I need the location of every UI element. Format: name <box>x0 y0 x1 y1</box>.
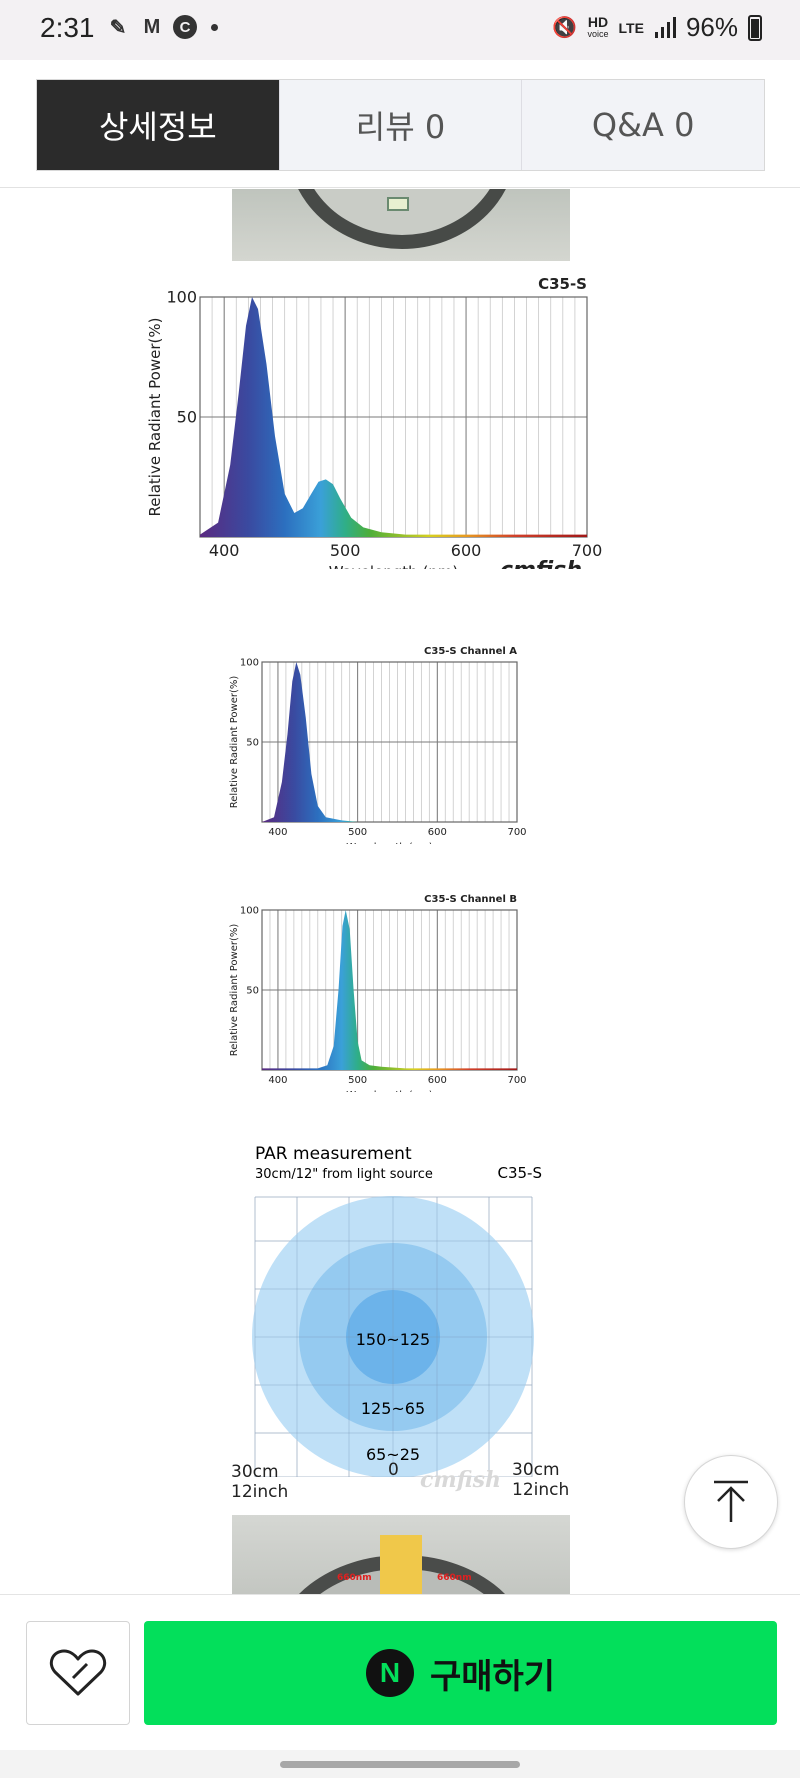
tabs: 상세정보 리뷰 0 Q&A 0 <box>36 79 765 171</box>
x-axis-label: Wavelength (nm) <box>346 1090 432 1092</box>
tab-qna[interactable]: Q&A 0 <box>521 80 765 170</box>
lte-badge: LTE <box>618 19 644 36</box>
wishlist-button[interactable] <box>26 1621 130 1725</box>
status-right: 🔇 HD voice LTE 96% <box>552 12 762 43</box>
mute-icon: 🔇 <box>552 17 577 39</box>
x-tick-label: 600 <box>451 541 482 560</box>
x-tick-label: 400 <box>209 541 240 560</box>
system-nav-bar <box>0 1750 800 1778</box>
par-measurement: PAR measurement 30cm/12" from light sour… <box>230 1137 575 1502</box>
spectrum-area <box>200 297 587 537</box>
signal-icon <box>654 16 676 38</box>
m-app-icon: M <box>143 15 161 38</box>
y-axis-label: Relative Radiant Power(%) <box>229 924 240 1057</box>
bottom-action-bar: N 구매하기 <box>0 1594 800 1750</box>
tab-bar: 상세정보 리뷰 0 Q&A 0 <box>0 60 800 188</box>
y-tick-label: 50 <box>177 408 197 427</box>
y-tick-label: 50 <box>246 738 259 749</box>
x-tick-label: 500 <box>348 1075 367 1086</box>
chart-title: C35-S <box>538 275 587 293</box>
y-tick-label: 100 <box>240 906 259 917</box>
par-zone-label-3: 65~25 <box>366 1445 420 1464</box>
par-diagram: PAR measurement 30cm/12" from light sour… <box>252 1144 543 1478</box>
edit-off-icon: ✎ <box>109 16 127 39</box>
par-subtitle: 30cm/12" from light source <box>255 1167 433 1182</box>
x-tick-label: 700 <box>507 1075 526 1086</box>
y-tick-label: 100 <box>240 658 259 669</box>
battery-icon <box>748 14 762 41</box>
status-bar: 2:31 ✎ M C 🔇 HD voice LTE 96% <box>0 0 800 60</box>
chart-title: C35-S Channel A <box>424 646 517 657</box>
x-tick-label: 600 <box>428 827 447 838</box>
tab-details[interactable]: 상세정보 <box>37 80 279 170</box>
y-tick-label: 100 <box>166 288 197 307</box>
hd-voice-badge: HD voice <box>587 13 609 39</box>
product-photo-bottom: 660nm 660nm <box>232 1515 570 1594</box>
spectrum-chart-channel-a: 400 500 600 700 50 100 C35-S Channel A Waveleng… <box>229 646 527 844</box>
c-app-icon: C <box>173 15 197 39</box>
tab-reviews[interactable]: 리뷰 0 <box>278 80 522 170</box>
par-axis-right: 30cm 12inch <box>512 1460 570 1500</box>
x-tick-label: 400 <box>268 827 287 838</box>
x-tick-label: 700 <box>572 541 603 560</box>
x-axis-label: Wavelength (nm) <box>346 842 432 844</box>
dot-icon <box>211 23 218 31</box>
par-zone-label-2: 125~65 <box>361 1399 425 1418</box>
buy-button-label: 구매하기 <box>429 1656 556 1697</box>
watermark-text: cmfish <box>500 558 582 569</box>
x-tick-label: 500 <box>348 827 367 838</box>
spectrum-area <box>262 662 517 822</box>
par-zone-label-1: 150~125 <box>356 1330 430 1349</box>
spectrum-chart-main: 400 500 600 700 50 100 C35-S Wavelength (nm) Rel… <box>146 275 603 569</box>
par-zone-inner <box>346 1290 440 1384</box>
status-left-icons: ✎ M C <box>105 14 218 40</box>
par-title: PAR measurement <box>255 1144 412 1164</box>
par-axis-left: 30cm 12inch <box>231 1462 289 1502</box>
watermark-par: cmfish <box>420 1467 502 1493</box>
chart-title: C35-S Channel B <box>424 894 517 905</box>
x-tick-label: 400 <box>268 1075 287 1086</box>
x-tick-label: 700 <box>507 827 526 838</box>
y-tick-label: 50 <box>246 986 259 997</box>
battery-percent: 96% <box>685 12 738 42</box>
home-handle[interactable] <box>280 1761 520 1768</box>
y-axis-label: Relative Radiant Power(%) <box>146 318 164 517</box>
buy-button[interactable]: N 구매하기 <box>144 1621 777 1725</box>
x-axis-label: Wavelength (nm) <box>329 563 459 569</box>
x-tick-label: 500 <box>330 541 361 560</box>
par-axis-center: 0 <box>388 1460 399 1480</box>
x-tick-label: 600 <box>428 1075 447 1086</box>
product-photo-top <box>232 189 570 261</box>
plot-frame <box>261 661 518 823</box>
spectrum-chart-channel-b: 400 500 600 700 50 100 C35-S Channel B Waveleng… <box>229 894 527 1092</box>
heart-icon <box>49 1649 107 1696</box>
y-axis-label: Relative Radiant Power(%) <box>229 676 240 809</box>
status-time: 2:31 <box>40 12 95 43</box>
par-model: C35-S <box>498 1164 543 1182</box>
scroll-to-top-button[interactable] <box>684 1455 778 1549</box>
arrow-up-icon <box>714 1480 748 1522</box>
naver-pay-icon: N <box>365 1649 414 1697</box>
